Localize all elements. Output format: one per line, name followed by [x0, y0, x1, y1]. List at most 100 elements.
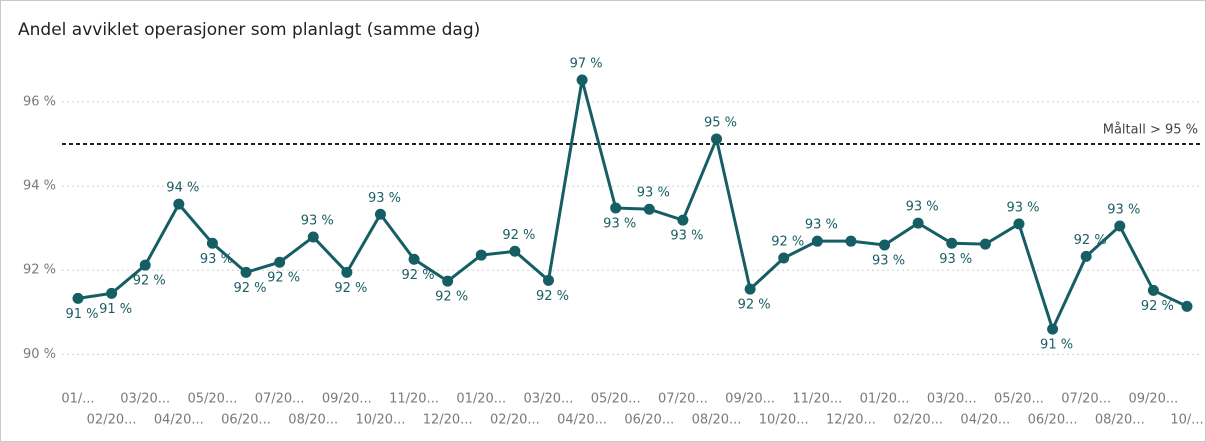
- x-tick-label: 02/20...: [490, 413, 540, 428]
- data-label: 91 %: [65, 307, 98, 322]
- data-label: 92 %: [502, 228, 535, 243]
- x-tick-label: 04/20...: [960, 413, 1010, 428]
- point: [307, 231, 319, 243]
- point: [173, 198, 185, 210]
- point: [711, 133, 723, 145]
- data-label: 93 %: [872, 253, 905, 268]
- x-tick-label: 06/20...: [221, 413, 271, 428]
- data-label: 92 %: [402, 268, 435, 283]
- x-tick-label: 03/20...: [927, 392, 977, 407]
- data-label: 91 %: [99, 302, 132, 317]
- x-tick-label: 09/20...: [322, 392, 372, 407]
- line: [77, 79, 1188, 334]
- x-tick-label: 02/20...: [87, 413, 137, 428]
- point: [374, 208, 386, 220]
- point: [442, 275, 454, 287]
- data-label: 93 %: [939, 252, 972, 267]
- point: [811, 235, 823, 247]
- x-tick-label: 06/20...: [1028, 413, 1078, 428]
- data-label: 93 %: [603, 216, 636, 231]
- point: [576, 74, 588, 86]
- data-label: 93 %: [200, 252, 233, 267]
- data-label: 92 %: [234, 281, 267, 296]
- data-label: 93 %: [1006, 200, 1039, 215]
- target-label: Måltall > 95 %: [1103, 122, 1198, 137]
- x-tick-label: 05/20...: [591, 392, 641, 407]
- data-label: 97 %: [570, 57, 603, 72]
- point: [206, 237, 218, 249]
- point: [643, 203, 655, 215]
- x-tick-label: 11/20...: [792, 392, 842, 407]
- x-tick-label: 08/20...: [692, 413, 742, 428]
- point: [106, 287, 118, 299]
- x-tick-label: 09/20...: [1128, 392, 1178, 407]
- x-tick-label: 07/20...: [1061, 392, 1111, 407]
- data-label: 93 %: [906, 200, 939, 215]
- data-label: 93 %: [805, 218, 838, 233]
- data-label: 92 %: [1074, 233, 1107, 248]
- data-label: 93 %: [1107, 203, 1140, 218]
- point: [509, 245, 521, 257]
- y-tick-label: 90 %: [23, 347, 56, 362]
- point: [1147, 284, 1159, 296]
- x-tick-label: 12/20...: [826, 413, 876, 428]
- chart-title: Andel avviklet operasjoner som planlagt …: [18, 20, 480, 40]
- x-tick-label: 05/20...: [187, 392, 237, 407]
- point: [677, 214, 689, 226]
- x-tick-label: 09/20...: [725, 392, 775, 407]
- point: [475, 249, 487, 261]
- data-label: 92 %: [435, 290, 468, 305]
- point: [72, 292, 84, 304]
- data-label: 92 %: [738, 298, 771, 313]
- point: [744, 283, 756, 295]
- x-tick-label: 10/20...: [759, 413, 809, 428]
- data-label: 92 %: [133, 274, 166, 289]
- x-tick-label: 03/20...: [524, 392, 574, 407]
- data-label: 95 %: [704, 115, 737, 130]
- x-tick-label: 08/20...: [288, 413, 338, 428]
- x-tick-label: 01/...: [61, 392, 94, 407]
- point: [845, 235, 857, 247]
- point: [1114, 220, 1126, 232]
- x-tick-label: 10/20...: [356, 413, 406, 428]
- x-tick-label: 04/20...: [154, 413, 204, 428]
- point: [979, 238, 991, 250]
- x-tick-label: 05/20...: [994, 392, 1044, 407]
- point: [778, 252, 790, 264]
- data-label: 92 %: [771, 235, 804, 250]
- x-tick-label: 06/20...: [624, 413, 674, 428]
- point: [341, 266, 353, 278]
- x-tick-label: 01/20...: [456, 392, 506, 407]
- point: [946, 237, 958, 249]
- data-label: 93 %: [637, 186, 670, 201]
- y-tick-label: 92 %: [23, 263, 56, 278]
- data-label: 91 %: [1040, 338, 1073, 353]
- x-tick-label: 12/20...: [423, 413, 473, 428]
- x-tick-label: 01/20...: [860, 392, 910, 407]
- point: [879, 239, 891, 251]
- data-label: 93 %: [301, 213, 334, 228]
- data-label: 94 %: [166, 181, 199, 196]
- data-label: 92 %: [536, 289, 569, 304]
- point: [1080, 250, 1092, 262]
- x-tick-label: 08/20...: [1095, 413, 1145, 428]
- y-tick-label: 94 %: [23, 179, 56, 194]
- point: [912, 217, 924, 229]
- x-tick-label: 11/20...: [389, 392, 439, 407]
- data-label: 92 %: [334, 281, 367, 296]
- data-label: 92 %: [1141, 299, 1174, 314]
- point: [240, 266, 252, 278]
- x-tick-label: 10/...: [1170, 413, 1203, 428]
- point: [1047, 323, 1059, 335]
- y-tick-label: 96 %: [23, 94, 56, 109]
- point: [1013, 218, 1025, 230]
- x-tick-label: 07/20...: [255, 392, 305, 407]
- point: [1181, 300, 1193, 312]
- point: [274, 256, 286, 268]
- data-label: 93 %: [670, 229, 703, 244]
- x-tick-label: 02/20...: [893, 413, 943, 428]
- point: [139, 259, 151, 271]
- x-tick-label: 04/20...: [557, 413, 607, 428]
